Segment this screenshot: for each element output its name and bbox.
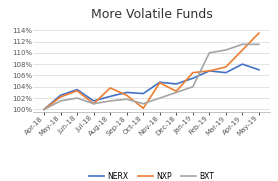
NXP	[224, 66, 227, 68]
Line: NXP: NXP	[44, 33, 259, 109]
NERX	[125, 91, 128, 94]
NXP	[175, 90, 178, 92]
NERX	[191, 77, 195, 79]
NXP	[241, 49, 244, 51]
BXT	[158, 97, 162, 99]
NERX	[142, 92, 145, 95]
NERX	[59, 94, 62, 96]
BXT	[257, 43, 260, 45]
NERX	[108, 95, 112, 98]
BXT	[43, 108, 46, 110]
BXT	[142, 103, 145, 105]
NERX	[76, 89, 79, 91]
NXP	[108, 87, 112, 89]
NERX	[208, 70, 211, 72]
NERX	[241, 63, 244, 65]
NXP	[142, 107, 145, 109]
BXT	[76, 97, 79, 99]
BXT	[125, 98, 128, 100]
NXP	[125, 94, 128, 96]
Line: BXT: BXT	[44, 44, 259, 109]
NERX	[92, 100, 95, 102]
NXP	[59, 96, 62, 98]
BXT	[191, 86, 195, 88]
NERX	[175, 83, 178, 85]
NXP	[257, 32, 260, 34]
BXT	[92, 103, 95, 105]
NXP	[92, 103, 95, 105]
BXT	[241, 43, 244, 45]
Title: More Volatile Funds: More Volatile Funds	[91, 8, 212, 21]
NERX	[43, 108, 46, 110]
Legend: NERX, NXP, BXT: NERX, NXP, BXT	[86, 169, 217, 181]
NXP	[43, 108, 46, 110]
NERX	[158, 81, 162, 83]
BXT	[208, 52, 211, 54]
NXP	[158, 82, 162, 84]
NXP	[191, 71, 195, 74]
BXT	[59, 100, 62, 102]
NERX	[224, 71, 227, 74]
Line: NERX: NERX	[44, 64, 259, 109]
BXT	[175, 91, 178, 94]
NXP	[76, 90, 79, 92]
NERX	[257, 69, 260, 71]
NXP	[208, 70, 211, 72]
BXT	[224, 49, 227, 51]
BXT	[108, 100, 112, 102]
